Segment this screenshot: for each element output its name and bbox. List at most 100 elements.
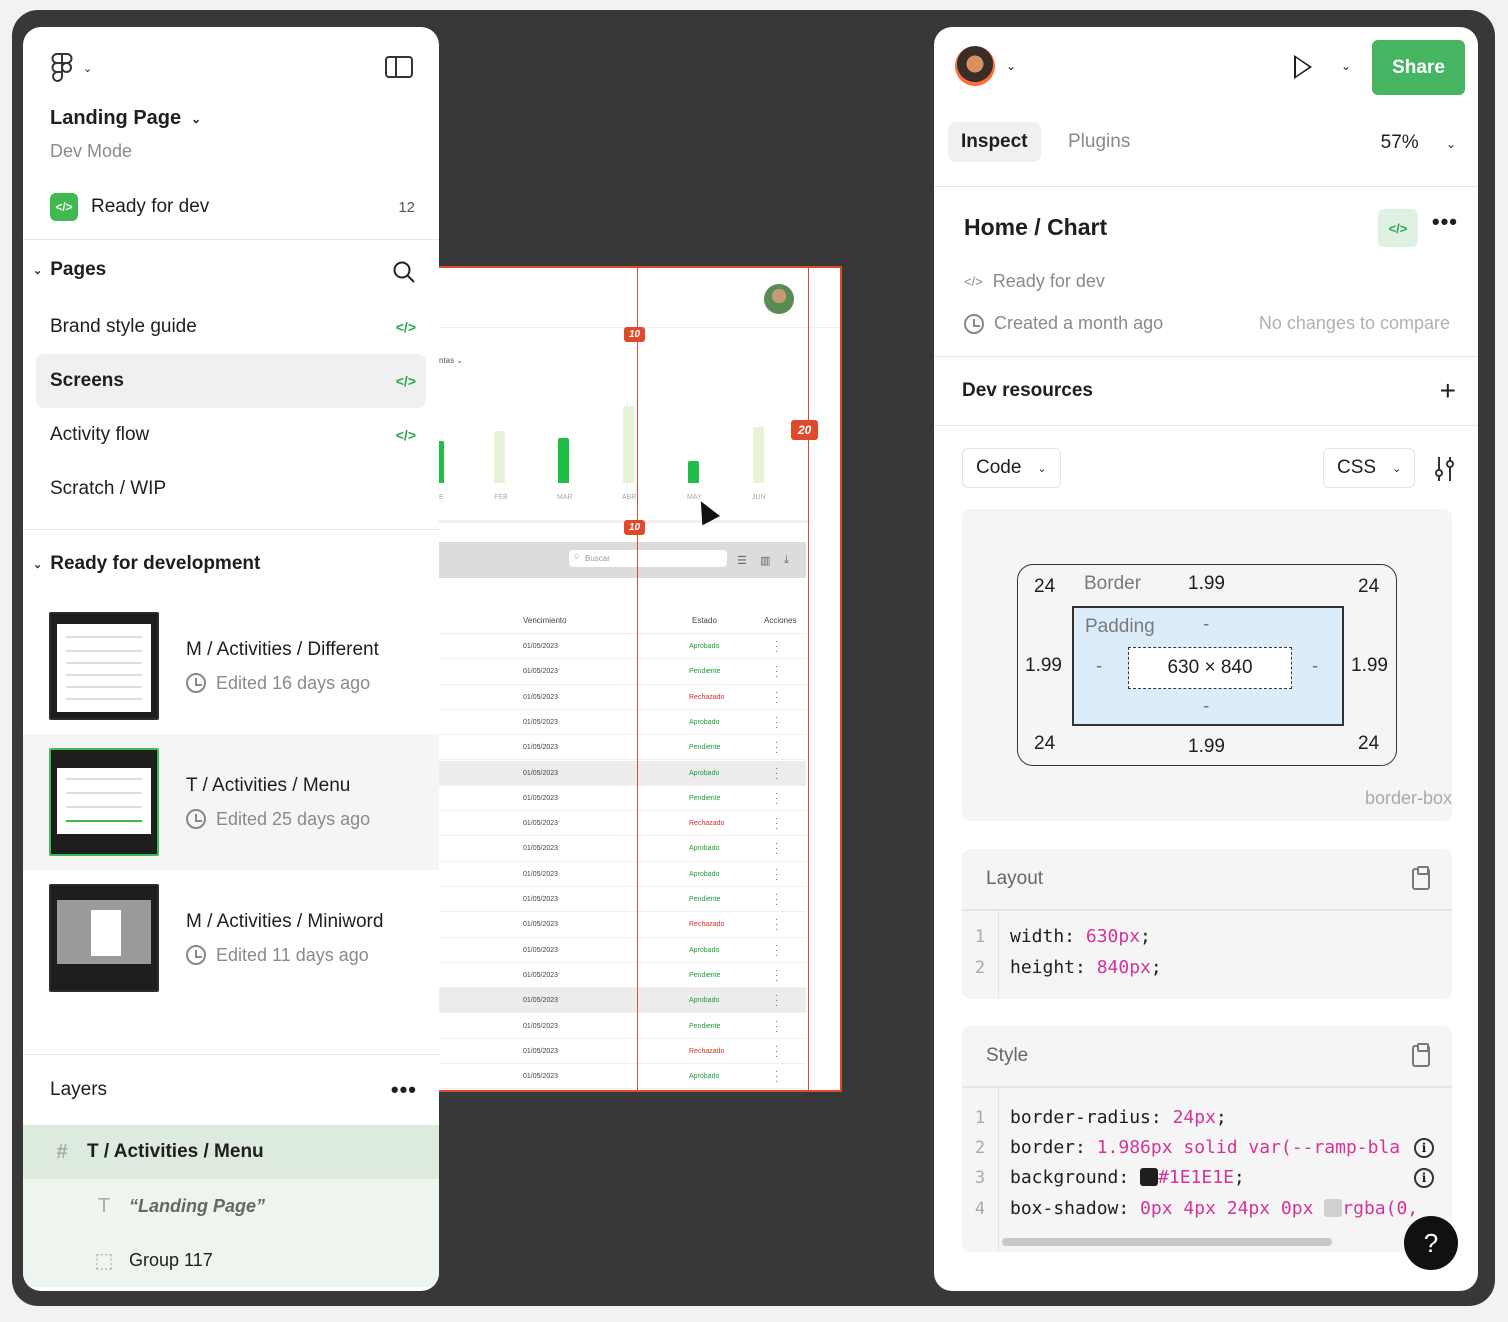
settings-sliders-icon[interactable] bbox=[1434, 455, 1456, 483]
share-button[interactable]: Share bbox=[1372, 40, 1465, 95]
code-view-button[interactable]: </> bbox=[1378, 209, 1418, 247]
app-window: ⌄ Landing Page ⌄ Dev Mode </> Ready for … bbox=[12, 10, 1495, 1306]
row-actions-icon[interactable]: · · · bbox=[775, 939, 779, 961]
dev-ready-icon: </> bbox=[395, 427, 416, 443]
table-row[interactable]: 01/05/2023 Aprobado · · · bbox=[439, 836, 806, 862]
month-label: JUN bbox=[752, 494, 766, 501]
page-item-brand-style-guide[interactable]: Brand style guide </> bbox=[36, 300, 426, 354]
table-row[interactable]: 01/05/2023 Aprobado · · · bbox=[439, 862, 806, 887]
sidebar-toggle-icon[interactable] bbox=[385, 56, 413, 78]
table-row[interactable]: 01/05/2023 Aprobado · · · bbox=[439, 1064, 806, 1090]
file-title[interactable]: Landing Page ⌄ bbox=[50, 107, 201, 130]
row-actions-icon[interactable]: · · · bbox=[775, 737, 779, 759]
row-actions-icon[interactable]: · · · bbox=[775, 686, 779, 708]
table-row[interactable]: 01/05/2023 Rechazado · · · bbox=[439, 1039, 806, 1065]
due-date-cell: 01/05/2023 bbox=[523, 668, 559, 676]
row-actions-icon[interactable]: · · · bbox=[775, 889, 779, 910]
row-actions-icon[interactable]: · · · bbox=[775, 762, 779, 784]
pages-heading: Pages bbox=[50, 259, 107, 280]
table-row[interactable]: 01/05/2023 Aprobado · · · bbox=[439, 938, 806, 963]
row-actions-icon[interactable]: · · · bbox=[775, 1066, 779, 1088]
download-icon[interactable]: ⤓ bbox=[784, 554, 789, 566]
table-row[interactable]: 01/05/2023 Pendiente · · · bbox=[439, 1014, 806, 1039]
help-button[interactable]: ? bbox=[1404, 1216, 1458, 1270]
row-actions-icon[interactable]: · · · bbox=[775, 711, 779, 733]
pages-header[interactable]: ⌄ Pages bbox=[23, 240, 439, 300]
row-actions-icon[interactable]: · · · bbox=[775, 990, 779, 1012]
code-value: 840px bbox=[1096, 957, 1151, 978]
frame-thumbnail bbox=[49, 884, 159, 992]
dev-card[interactable]: T / Activities / Menu Edited 25 days ago bbox=[23, 734, 439, 870]
more-options-icon[interactable]: ••• bbox=[1431, 209, 1458, 234]
line-number: 4 bbox=[974, 1199, 986, 1219]
table-row[interactable]: 01/05/2023 Pendiente · · · bbox=[439, 659, 806, 685]
table-row[interactable]: 01/05/2023 Aprobado · · · bbox=[439, 988, 806, 1014]
measure-tag: 10 bbox=[624, 520, 646, 535]
info-icon[interactable]: i bbox=[1414, 1168, 1434, 1188]
more-options-icon[interactable]: ••• bbox=[390, 1077, 417, 1102]
table-row[interactable]: 01/05/2023 Pendiente · · · bbox=[439, 963, 806, 989]
row-actions-icon[interactable]: · · · bbox=[775, 636, 779, 657]
table-search-input[interactable]: Buscar bbox=[569, 550, 727, 567]
table-row[interactable]: 01/05/2023 Rechazado · · · bbox=[439, 685, 806, 710]
horizontal-scrollbar[interactable] bbox=[1002, 1238, 1332, 1246]
dev-card[interactable]: M / Activities / Miniword Edited 11 days… bbox=[23, 870, 439, 1006]
table-row[interactable]: 01/05/2023 Pendiente · · · bbox=[439, 786, 806, 812]
row-actions-icon[interactable]: · · · bbox=[775, 914, 779, 936]
ready-for-dev-row[interactable]: </> Ready for dev 12 bbox=[50, 193, 415, 221]
dev-card[interactable]: M / Activities / Different Edited 16 day… bbox=[23, 598, 439, 734]
table-row[interactable]: 01/05/2023 Aprobado · · · bbox=[439, 634, 806, 660]
chevron-down-icon[interactable]: ⌄ bbox=[1006, 59, 1017, 73]
status-cell: Aprobado bbox=[689, 997, 720, 1005]
layers-header: Layers ••• bbox=[23, 1055, 439, 1125]
tab-plugins[interactable]: Plugins bbox=[1068, 131, 1131, 152]
user-avatar[interactable] bbox=[955, 46, 995, 86]
ready-section-header[interactable]: ⌄ Ready for development bbox=[23, 530, 439, 598]
code-mode-select[interactable]: Code ⌄ bbox=[962, 448, 1061, 488]
status-cell: Rechazado bbox=[689, 921, 725, 929]
language-select[interactable]: CSS ⌄ bbox=[1323, 448, 1416, 488]
play-icon[interactable] bbox=[1294, 55, 1312, 79]
row-actions-icon[interactable]: · · · bbox=[775, 787, 779, 809]
code-mode-value: Code bbox=[976, 457, 1022, 478]
page-item-scratch-wip[interactable]: Scratch / WIP bbox=[36, 462, 426, 516]
table-row[interactable]: 01/05/2023 Aprobado · · · bbox=[439, 760, 806, 786]
table-row[interactable]: 01/05/2023 Pendiente · · · bbox=[439, 887, 806, 913]
row-actions-icon[interactable]: · · · bbox=[775, 838, 779, 860]
due-date-cell: 01/05/2023 bbox=[523, 643, 559, 650]
main-menu-button[interactable]: ⌄ bbox=[51, 53, 92, 83]
row-actions-icon[interactable]: · · · bbox=[775, 964, 779, 986]
canvas-selected-frame[interactable]: ntas ⌄ E FEB MAR ABR MAY JUN Buscar ○ ☰ … bbox=[439, 266, 842, 1092]
copy-icon[interactable] bbox=[1412, 1043, 1430, 1067]
page-label: Brand style guide bbox=[50, 316, 197, 337]
info-icon[interactable]: i bbox=[1414, 1138, 1434, 1158]
layer-item-text[interactable]: T “Landing Page” bbox=[23, 1179, 439, 1233]
month-label: E bbox=[439, 494, 444, 501]
zoom-select[interactable]: 57% ⌄ bbox=[1381, 132, 1456, 154]
layer-item-group[interactable]: ⬚ Group 117 bbox=[23, 1233, 439, 1287]
due-date-cell: 01/05/2023 bbox=[523, 1022, 559, 1030]
row-actions-icon[interactable]: · · · bbox=[775, 813, 779, 835]
layer-item-frame[interactable]: # T / Activities / Menu bbox=[23, 1125, 439, 1179]
page-item-screens[interactable]: Screens </> bbox=[36, 354, 426, 408]
copy-icon[interactable] bbox=[1412, 866, 1430, 890]
search-icon[interactable] bbox=[393, 261, 415, 283]
border-box: Border 1.99 1.99 1.99 1.99 24 24 24 24 P… bbox=[1017, 564, 1397, 766]
chevron-down-icon[interactable]: ⌄ bbox=[1341, 59, 1352, 73]
table-row[interactable]: 01/05/2023 Rechazado · · · bbox=[439, 811, 806, 837]
row-actions-icon[interactable]: · · · bbox=[775, 863, 779, 885]
row-actions-icon[interactable]: · · · bbox=[775, 1040, 779, 1062]
mode-label: Dev Mode bbox=[50, 141, 133, 161]
page-item-activity-flow[interactable]: Activity flow </> bbox=[36, 408, 426, 462]
columns-icon[interactable]: ▥ bbox=[760, 555, 771, 567]
filter-icon[interactable]: ☰ bbox=[737, 555, 747, 567]
table-row[interactable]: 01/05/2023 Rechazado · · · bbox=[439, 912, 806, 938]
chart-dropdown[interactable]: ntas ⌄ bbox=[439, 356, 464, 365]
table-row[interactable]: 01/05/2023 Pendiente · · · bbox=[439, 735, 806, 761]
line-number: 1 bbox=[974, 1108, 986, 1128]
add-icon[interactable]: + bbox=[1439, 375, 1456, 406]
table-row[interactable]: 01/05/2023 Aprobado · · · bbox=[439, 710, 806, 736]
row-actions-icon[interactable]: · · · bbox=[775, 661, 779, 683]
tab-inspect[interactable]: Inspect bbox=[948, 122, 1041, 162]
row-actions-icon[interactable]: · · · bbox=[775, 1015, 779, 1037]
